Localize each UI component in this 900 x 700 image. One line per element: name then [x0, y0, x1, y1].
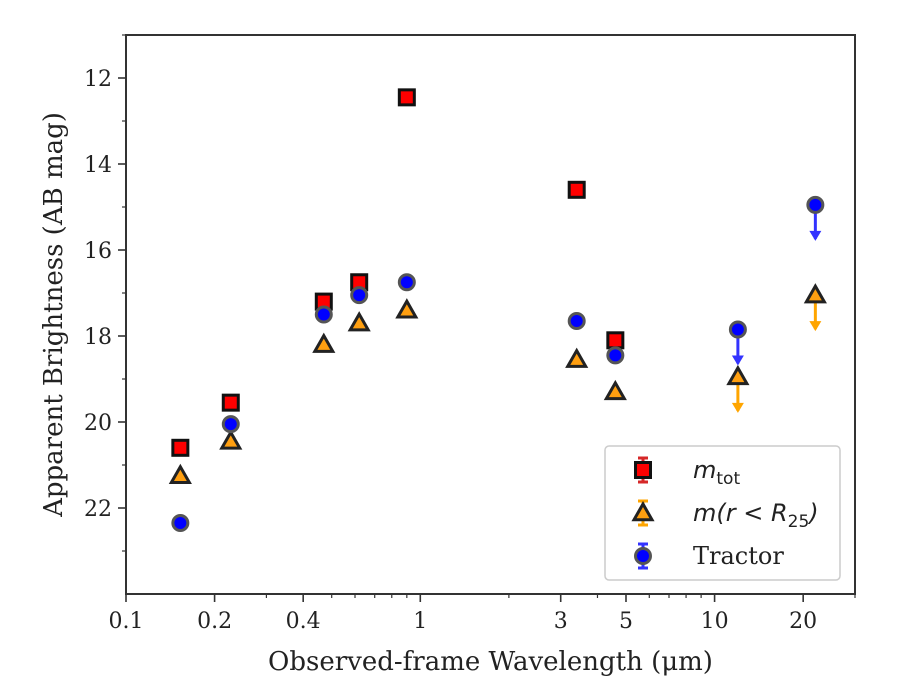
legend-item: mtot	[634, 456, 740, 489]
data-point-triangle	[168, 463, 192, 484]
data-point-triangle	[347, 311, 371, 332]
data-point-triangle	[312, 332, 336, 353]
legend-item: m(r < R25)	[631, 499, 819, 532]
legend-box	[604, 445, 841, 581]
data-point-circle	[806, 195, 825, 214]
legend-label: m(r < R25)	[693, 499, 819, 532]
x-tick-label: 0.2	[197, 609, 232, 634]
data-marks	[168, 88, 827, 533]
legend-marker-triangle	[631, 500, 655, 522]
y-tick-label: 12	[84, 67, 112, 92]
x-tick-label: 5	[619, 609, 633, 634]
x-tick-label: 20	[789, 609, 817, 634]
series-square	[171, 88, 625, 457]
x-tick-label: 1	[413, 609, 427, 634]
data-point-square	[171, 438, 190, 457]
data-point-triangle	[565, 347, 589, 368]
axes: 0.1 0.2 0.4 1 3 5 10 20 12 14 16 18 20 22 Observed-f…	[39, 34, 856, 677]
upper-limit-head	[809, 230, 822, 241]
legend-marker-square	[634, 461, 652, 479]
x-axis-ticks: 0.1 0.2 0.4 1 3 5 10 20	[109, 594, 856, 634]
upper-limit-head	[809, 321, 822, 332]
legend-marker-circle	[634, 547, 652, 565]
data-point-square	[397, 88, 416, 107]
data-point-triangle	[803, 283, 827, 304]
y-tick-label: 22	[84, 497, 112, 522]
data-point-triangle	[726, 364, 750, 386]
y-axis-title: Apparent Brightness (AB mag)	[39, 112, 69, 518]
x-tick-label: 3	[554, 609, 568, 634]
x-axis-title: Observed-frame Wavelength (μm)	[268, 647, 713, 677]
data-point-circle	[350, 286, 369, 305]
data-point-triangle	[603, 379, 627, 401]
data-point-circle	[314, 305, 333, 324]
data-point-square	[221, 393, 240, 412]
data-point-circle	[397, 273, 416, 292]
data-point-circle	[728, 320, 747, 339]
data-point-circle	[171, 514, 190, 533]
legend-item: Tractor	[634, 542, 784, 570]
upper-limit-head	[731, 402, 744, 413]
data-point-circle	[221, 415, 240, 434]
data-point-triangle	[395, 298, 419, 319]
y-tick-label: 18	[84, 325, 112, 350]
legend-label: Tractor	[693, 542, 784, 570]
data-point-square	[567, 180, 586, 199]
upper-limit-head	[731, 355, 744, 366]
x-tick-label: 10	[701, 609, 729, 634]
y-tick-label: 16	[84, 239, 112, 264]
y-tick-label: 20	[84, 411, 112, 436]
y-axis-ticks: 12 14 16 18 20 22	[84, 34, 126, 552]
y-tick-label: 14	[84, 153, 112, 178]
legend: mtot m(r < R25) Tractor	[604, 445, 841, 581]
data-point-circle	[567, 311, 586, 330]
x-tick-label: 0.1	[109, 609, 144, 634]
data-point-square	[606, 331, 625, 350]
legend-label: mtot	[693, 456, 740, 489]
x-tick-label: 0.4	[286, 609, 321, 634]
plot-frame	[125, 34, 856, 595]
series-circle	[171, 195, 825, 533]
data-point-circle	[606, 346, 625, 365]
data-point-triangle	[219, 429, 243, 450]
series-triangle	[168, 283, 827, 484]
